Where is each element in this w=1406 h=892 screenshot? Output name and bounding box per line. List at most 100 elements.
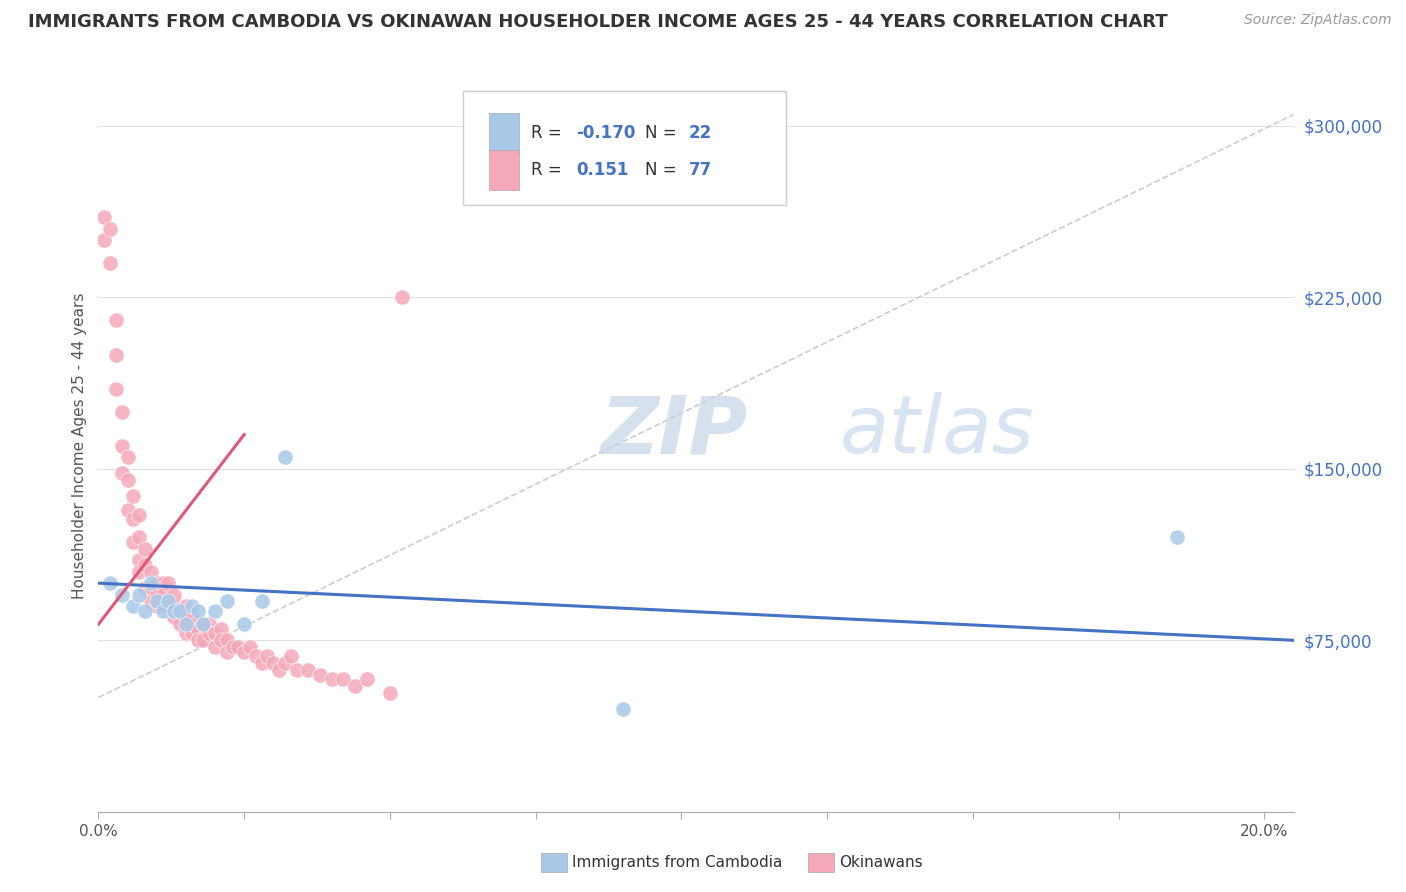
Point [204, 626, 226, 640]
Point [104, 347, 127, 362]
Text: 77: 77 [689, 161, 711, 178]
Point [245, 649, 267, 664]
Point [198, 617, 221, 632]
Point [157, 594, 180, 608]
Point [215, 594, 238, 608]
Text: 22: 22 [689, 124, 711, 142]
Point [1166, 530, 1188, 544]
Point [128, 588, 150, 602]
Point [612, 702, 634, 716]
Point [169, 603, 191, 617]
Point [269, 663, 291, 677]
Point [128, 508, 150, 522]
Text: R =: R = [531, 124, 567, 142]
Point [98, 576, 121, 591]
Point [186, 603, 208, 617]
Point [186, 633, 208, 648]
Point [122, 599, 145, 613]
Point [174, 610, 197, 624]
Point [152, 603, 174, 617]
Point [180, 599, 202, 613]
Point [193, 617, 215, 632]
Point [122, 489, 145, 503]
Point [274, 450, 297, 465]
Point [391, 290, 413, 304]
Text: 0.151: 0.151 [576, 161, 628, 178]
Point [250, 594, 273, 608]
Point [111, 588, 134, 602]
Point [145, 576, 167, 591]
Point [193, 633, 215, 648]
Point [145, 599, 167, 613]
Point [139, 565, 162, 579]
Text: Source: ZipAtlas.com: Source: ZipAtlas.com [1244, 13, 1392, 28]
Point [122, 535, 145, 549]
Point [134, 581, 156, 595]
Text: N =: N = [644, 161, 682, 178]
Point [117, 450, 139, 465]
Point [111, 405, 134, 419]
Text: ZIP: ZIP [600, 392, 748, 470]
Point [139, 594, 162, 608]
Point [332, 672, 354, 686]
Point [215, 633, 238, 648]
Point [285, 663, 308, 677]
Point [186, 622, 208, 636]
Point [145, 588, 167, 602]
Point [233, 645, 256, 659]
Point [280, 649, 302, 664]
Point [321, 672, 343, 686]
Point [98, 222, 121, 236]
Point [117, 503, 139, 517]
Point [152, 588, 174, 602]
Point [169, 603, 191, 617]
Point [250, 656, 273, 670]
Y-axis label: Householder Income Ages 25 - 44 years: Householder Income Ages 25 - 44 years [72, 293, 87, 599]
Point [152, 576, 174, 591]
Point [356, 672, 378, 686]
Text: -0.170: -0.170 [576, 124, 636, 142]
Point [180, 617, 202, 632]
Point [215, 645, 238, 659]
Text: N =: N = [644, 124, 682, 142]
Point [180, 610, 202, 624]
Point [233, 617, 256, 632]
Point [204, 603, 226, 617]
Point [198, 626, 221, 640]
Text: IMMIGRANTS FROM CAMBODIA VS OKINAWAN HOUSEHOLDER INCOME AGES 25 - 44 YEARS CORRE: IMMIGRANTS FROM CAMBODIA VS OKINAWAN HOU… [28, 13, 1168, 31]
FancyBboxPatch shape [489, 150, 519, 190]
FancyBboxPatch shape [489, 113, 519, 153]
Point [163, 588, 186, 602]
Point [228, 640, 250, 655]
Point [93, 233, 115, 247]
Point [98, 256, 121, 270]
Point [117, 473, 139, 487]
Point [163, 610, 186, 624]
FancyBboxPatch shape [463, 91, 786, 204]
Text: Immigrants from Cambodia: Immigrants from Cambodia [572, 855, 783, 870]
Text: atlas: atlas [839, 392, 1035, 470]
Point [128, 530, 150, 544]
Point [262, 656, 284, 670]
Point [309, 667, 332, 681]
Point [139, 576, 162, 591]
Point [104, 382, 127, 396]
Point [239, 640, 262, 655]
Point [163, 599, 186, 613]
Point [174, 626, 197, 640]
Point [204, 640, 226, 655]
Point [93, 211, 115, 225]
Point [157, 594, 180, 608]
Point [157, 599, 180, 613]
Point [134, 541, 156, 556]
Point [274, 656, 297, 670]
Point [104, 313, 127, 327]
Point [163, 603, 186, 617]
Point [111, 467, 134, 481]
Point [209, 622, 232, 636]
Point [174, 599, 197, 613]
Point [134, 558, 156, 572]
Point [134, 603, 156, 617]
Point [139, 581, 162, 595]
Point [193, 617, 215, 632]
